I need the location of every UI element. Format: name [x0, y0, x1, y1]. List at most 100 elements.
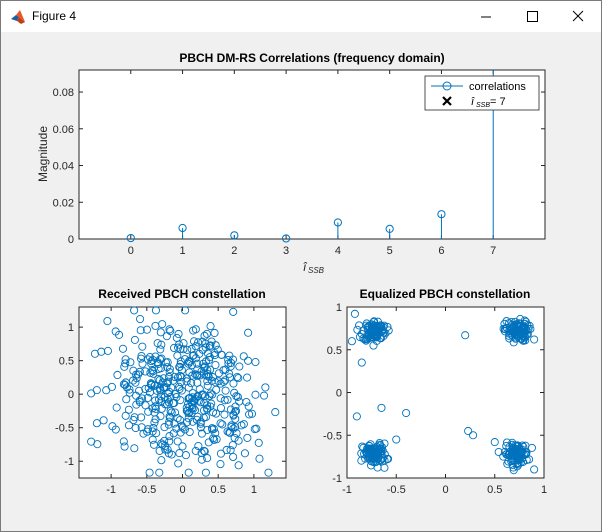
equalized-point: [513, 326, 522, 335]
received-point: [103, 316, 112, 326]
received-point: [125, 385, 134, 394]
received-point: [229, 307, 238, 316]
received-point: [129, 376, 138, 385]
received-point: [220, 396, 229, 405]
received-point: [182, 377, 191, 386]
received-point: [121, 355, 130, 364]
received-point: [171, 408, 180, 417]
received-point: [148, 366, 157, 375]
received-point: [129, 366, 138, 375]
received-point: [121, 359, 130, 368]
received-point: [167, 383, 176, 392]
received-point: [229, 379, 238, 388]
received-point: [239, 352, 248, 361]
received-point: [143, 355, 153, 364]
received-point: [137, 351, 146, 361]
received-point: [126, 358, 135, 367]
correlation-stem-marker: [437, 210, 446, 219]
received-point: [271, 408, 280, 417]
received-point: [165, 368, 174, 377]
equalized-outlier-point: [469, 431, 478, 440]
received-point: [203, 381, 212, 390]
received-point: [196, 371, 205, 380]
equalized-point: [519, 332, 528, 341]
received-point: [158, 320, 167, 329]
received-point: [211, 360, 220, 370]
equalized-point: [379, 453, 388, 462]
received-point: [99, 416, 108, 425]
equalized-point: [499, 324, 508, 333]
received-point: [247, 409, 257, 418]
received-point: [181, 306, 190, 315]
equalized-outlier-point: [490, 438, 499, 447]
received-point: [153, 358, 162, 367]
received-point: [149, 423, 158, 433]
equalized-ytick-label: 0.5: [327, 345, 342, 357]
received-point: [113, 370, 122, 380]
received-point: [239, 420, 248, 429]
equalized-outlier-point: [530, 465, 539, 474]
equalized-point: [509, 338, 518, 347]
correlation-axes: PBCH DM-RS Correlations (frequency domai…: [36, 51, 546, 275]
received-point: [202, 357, 211, 366]
received-point: [188, 393, 197, 402]
received-point: [165, 365, 174, 374]
maximize-button[interactable]: [509, 1, 555, 32]
received-point: [222, 445, 231, 455]
equalized-ytick-label: 1: [336, 302, 342, 314]
received-point: [136, 326, 145, 335]
received-point: [131, 423, 140, 433]
received-point: [179, 339, 188, 348]
received-point: [165, 432, 174, 441]
received-point: [223, 427, 232, 436]
received-point: [200, 447, 209, 456]
received-point: [175, 449, 184, 458]
correlation-stem-marker: [230, 231, 239, 240]
correlation-xtick-label: 1: [179, 245, 185, 257]
title-bar[interactable]: Figure 4: [1, 1, 601, 32]
received-point: [130, 306, 139, 315]
received-point: [255, 454, 264, 463]
received-point: [131, 378, 140, 387]
received-xtick-label: -1: [106, 484, 116, 496]
received-ytick-label: 0.5: [59, 356, 74, 368]
equalized-outlier-point: [402, 408, 411, 418]
close-button[interactable]: [555, 1, 601, 32]
received-point: [156, 386, 165, 395]
received-point: [234, 461, 243, 470]
received-point: [122, 383, 132, 392]
received-point: [201, 371, 211, 380]
equalized-point: [365, 454, 374, 463]
equalized-outlier-point: [380, 463, 389, 472]
received-point: [120, 362, 129, 371]
equalized-point: [364, 451, 373, 460]
received-point: [130, 335, 139, 344]
legend-label-issb-sub: SSB: [476, 102, 490, 109]
minimize-button[interactable]: [463, 1, 509, 32]
correlation-ytick-label: 0.06: [53, 124, 74, 136]
received-point: [242, 397, 251, 407]
received-point: [189, 337, 199, 346]
received-point: [264, 468, 273, 477]
received-point: [231, 423, 240, 432]
received-point: [157, 340, 166, 349]
correlation-stem-marker: [126, 233, 135, 243]
received-point: [187, 344, 196, 354]
correlation-xtick-label: 0: [128, 245, 134, 257]
received-point: [156, 328, 165, 337]
received-point: [234, 374, 243, 383]
received-point: [200, 363, 209, 372]
received-point: [151, 396, 160, 405]
received-ytick-label: -1: [64, 456, 74, 468]
received-point: [244, 402, 253, 411]
received-point: [216, 419, 225, 428]
received-point: [251, 390, 260, 399]
legend-label-issb-main: î: [471, 96, 475, 108]
received-point: [176, 360, 185, 369]
equalized-point: [502, 450, 511, 459]
received-point: [240, 449, 249, 458]
received-point: [194, 441, 203, 451]
received-point: [158, 440, 167, 449]
equalized-point: [522, 450, 531, 459]
received-point: [164, 398, 173, 407]
